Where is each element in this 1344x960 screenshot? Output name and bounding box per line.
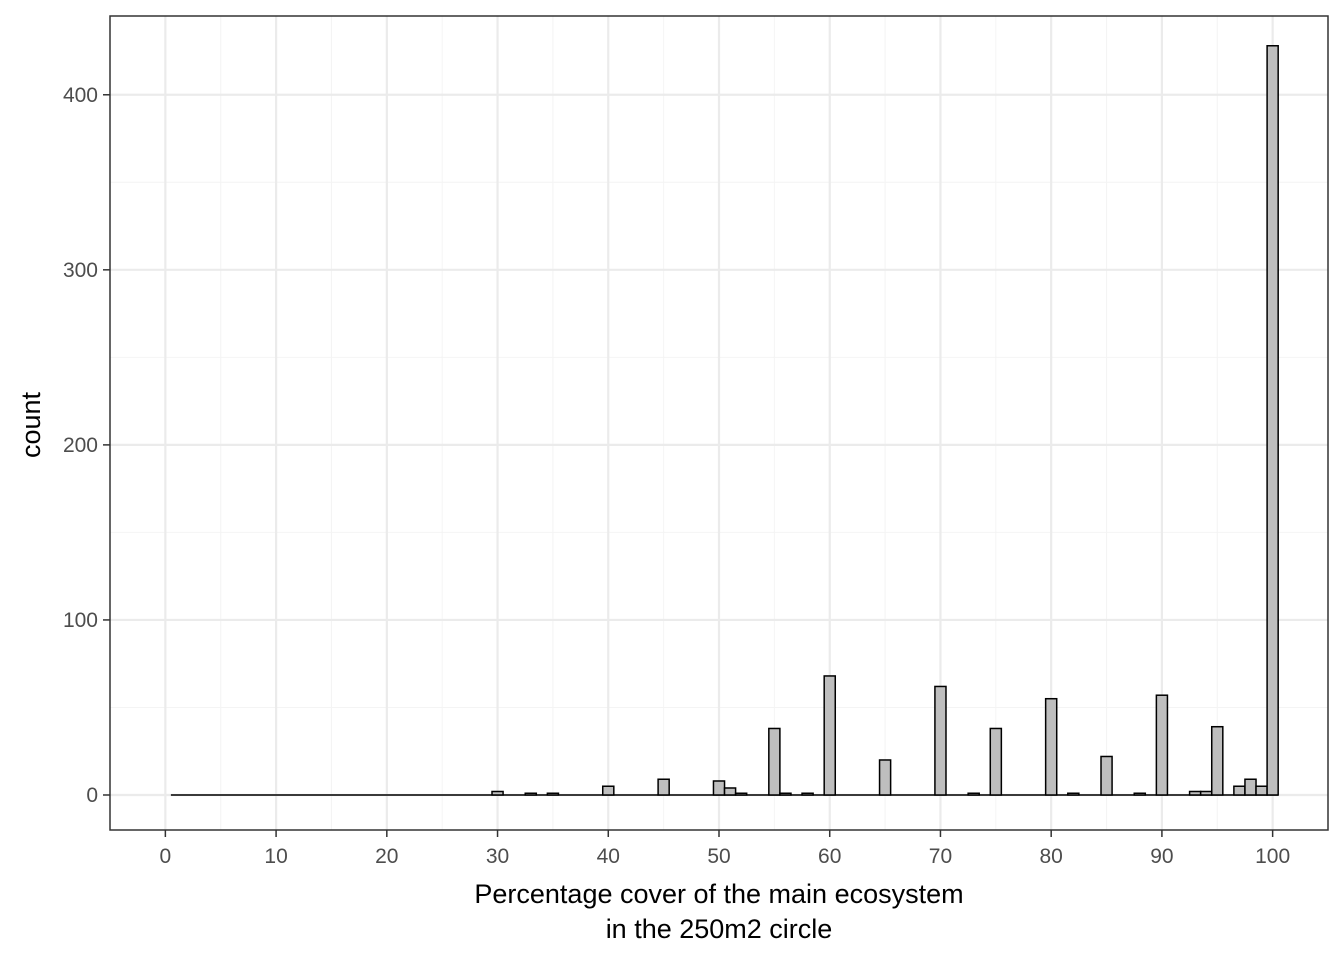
- x-tick-label: 0: [160, 845, 172, 868]
- histogram-bar: [1244, 778, 1257, 796]
- x-tick-label: 80: [1040, 845, 1063, 868]
- x-tick-label: 10: [264, 845, 287, 868]
- histogram-bar: [1188, 790, 1202, 796]
- y-axis: 0 100 200 300 400: [63, 84, 110, 807]
- y-tick-label: 0: [86, 784, 98, 807]
- histogram-bar: [524, 792, 538, 796]
- histogram-bar: [1266, 45, 1279, 796]
- y-tick-label: 100: [63, 609, 98, 632]
- histogram-bar: [1233, 785, 1246, 796]
- histogram-bar: [1199, 790, 1213, 796]
- histogram-bar: [768, 727, 781, 796]
- histogram-bar: [1067, 792, 1080, 796]
- histogram-bar: [734, 792, 748, 796]
- y-tick-label: 200: [63, 434, 98, 457]
- x-tick-label: 50: [707, 845, 730, 868]
- histogram-bar: [823, 675, 837, 796]
- x-axis-title-line-1: Percentage cover of the main ecosystem: [474, 879, 963, 909]
- x-tick-label: 40: [597, 845, 620, 868]
- histogram-bar: [779, 792, 792, 796]
- histogram-bar: [967, 792, 980, 796]
- x-tick-label: 30: [486, 845, 509, 868]
- histogram-bar: [1133, 792, 1147, 796]
- histogram-bar: [657, 778, 670, 796]
- histogram-bar: [546, 792, 560, 796]
- histogram-bar: [989, 727, 1003, 796]
- histogram-bar: [1100, 755, 1113, 796]
- y-axis-title: count: [16, 391, 46, 458]
- x-tick-label: 60: [818, 845, 841, 868]
- histogram-bar: [1255, 785, 1268, 796]
- histogram-bar: [1155, 694, 1169, 796]
- histogram-bar: [1210, 725, 1224, 796]
- histogram-bar: [801, 792, 814, 796]
- histogram-bar: [878, 759, 892, 796]
- histogram-bars: [170, 45, 1279, 796]
- histogram-bar: [1044, 697, 1058, 796]
- x-tick-label: 90: [1150, 845, 1173, 868]
- x-axis: 0 10 20 30 40 50 60 70 80 90 100: [160, 830, 1290, 868]
- histogram-bar: [723, 787, 737, 796]
- histogram-bar: [491, 790, 504, 796]
- x-tick-label: 20: [375, 845, 398, 868]
- x-axis-title-line-2: in the 250m2 circle: [606, 914, 833, 944]
- histogram-bar: [934, 685, 947, 796]
- x-tick-label: 70: [929, 845, 952, 868]
- x-tick-label: 100: [1255, 845, 1290, 868]
- y-tick-label: 400: [63, 84, 98, 107]
- histogram-bar: [601, 785, 615, 796]
- y-tick-label: 300: [63, 259, 98, 282]
- histogram-bar: [712, 780, 726, 796]
